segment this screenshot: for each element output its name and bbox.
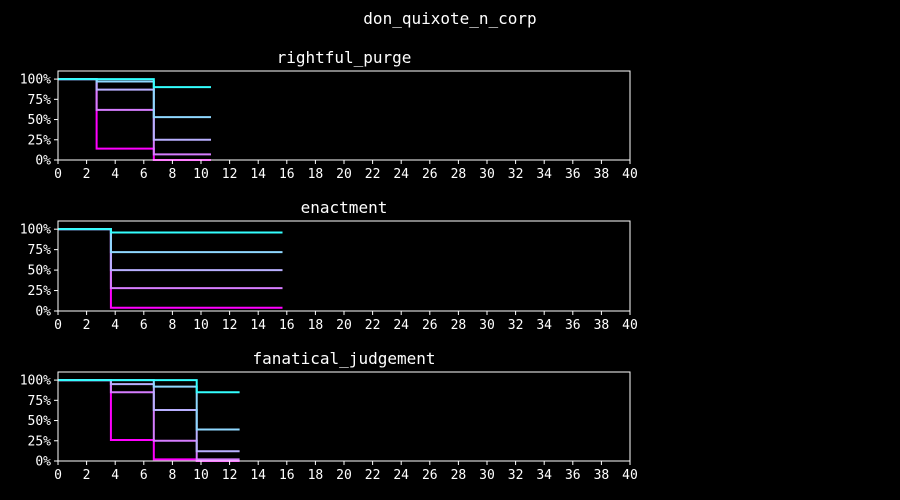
- x-tick-label: 30: [479, 167, 495, 182]
- x-tick-label: 18: [308, 318, 324, 333]
- x-tick-label: 24: [393, 167, 409, 182]
- x-tick-label: 24: [393, 318, 409, 333]
- x-tick-label: 20: [336, 167, 352, 182]
- x-tick-label: 14: [250, 468, 266, 483]
- x-tick-label: 20: [336, 318, 352, 333]
- series-line-5: [58, 379, 240, 394]
- x-tick-label: 18: [308, 167, 324, 182]
- x-tick-label: 22: [365, 167, 381, 182]
- x-tick-label: 12: [222, 318, 238, 333]
- x-tick-label: 40: [622, 318, 638, 333]
- x-tick-label: 4: [111, 167, 119, 182]
- y-tick-label: 0%: [35, 305, 51, 320]
- x-tick-label: 2: [83, 468, 91, 483]
- x-tick-label: 40: [622, 167, 638, 182]
- subplot-title: rightful_purge: [277, 48, 412, 67]
- x-tick-label: 6: [140, 318, 148, 333]
- y-tick-label: 75%: [28, 93, 52, 108]
- y-tick-label: 0%: [35, 455, 51, 470]
- y-tick-label: 25%: [28, 133, 52, 148]
- y-tick-label: 0%: [35, 154, 51, 169]
- x-tick-label: 4: [111, 318, 119, 333]
- x-tick-label: 28: [451, 468, 467, 483]
- x-tick-label: 16: [279, 167, 295, 182]
- y-tick-label: 100%: [20, 73, 51, 88]
- x-tick-label: 22: [365, 318, 381, 333]
- y-tick-label: 50%: [28, 414, 52, 429]
- x-tick-label: 40: [622, 468, 638, 483]
- x-tick-label: 34: [536, 468, 552, 483]
- y-tick-label: 50%: [28, 113, 52, 128]
- subplot-title: enactment: [301, 198, 388, 217]
- x-tick-label: 24: [393, 468, 409, 483]
- x-tick-label: 28: [451, 167, 467, 182]
- x-tick-label: 8: [168, 167, 176, 182]
- x-tick-label: 34: [536, 318, 552, 333]
- x-tick-label: 20: [336, 468, 352, 483]
- x-tick-label: 30: [479, 468, 495, 483]
- x-tick-label: 26: [422, 468, 438, 483]
- x-tick-label: 32: [508, 167, 524, 182]
- y-tick-label: 25%: [28, 284, 52, 299]
- series-line-5: [58, 78, 212, 89]
- x-tick-label: 14: [250, 318, 266, 333]
- x-tick-label: 22: [365, 468, 381, 483]
- x-tick-label: 12: [222, 167, 238, 182]
- x-tick-label: 34: [536, 167, 552, 182]
- figure-title: don_quixote_n_corp: [363, 9, 536, 28]
- x-tick-label: 18: [308, 468, 324, 483]
- x-tick-label: 36: [565, 318, 581, 333]
- x-tick-label: 38: [594, 318, 610, 333]
- y-tick-label: 25%: [28, 434, 52, 449]
- x-tick-label: 32: [508, 318, 524, 333]
- y-tick-label: 75%: [28, 394, 52, 409]
- x-tick-label: 2: [83, 318, 91, 333]
- series-line-5: [58, 228, 283, 234]
- x-tick-label: 8: [168, 468, 176, 483]
- x-tick-label: 0: [54, 468, 62, 483]
- x-tick-label: 2: [83, 167, 91, 182]
- x-tick-label: 10: [193, 318, 209, 333]
- x-tick-label: 38: [594, 468, 610, 483]
- x-tick-label: 36: [565, 468, 581, 483]
- x-tick-label: 6: [140, 468, 148, 483]
- x-tick-label: 16: [279, 318, 295, 333]
- x-tick-label: 28: [451, 318, 467, 333]
- y-tick-label: 100%: [20, 374, 51, 389]
- x-tick-label: 26: [422, 318, 438, 333]
- x-tick-label: 12: [222, 468, 238, 483]
- x-tick-label: 8: [168, 318, 176, 333]
- x-tick-label: 26: [422, 167, 438, 182]
- x-tick-label: 32: [508, 468, 524, 483]
- x-tick-label: 30: [479, 318, 495, 333]
- x-tick-label: 10: [193, 468, 209, 483]
- x-tick-label: 0: [54, 167, 62, 182]
- x-tick-label: 0: [54, 318, 62, 333]
- y-tick-label: 100%: [20, 223, 51, 238]
- subplot-title: fanatical_judgement: [252, 349, 435, 368]
- x-tick-label: 10: [193, 167, 209, 182]
- y-tick-label: 75%: [28, 243, 52, 258]
- x-tick-label: 36: [565, 167, 581, 182]
- x-tick-label: 6: [140, 167, 148, 182]
- x-tick-label: 16: [279, 468, 295, 483]
- x-tick-label: 14: [250, 167, 266, 182]
- x-tick-label: 38: [594, 167, 610, 182]
- y-tick-label: 50%: [28, 264, 52, 279]
- x-tick-label: 4: [111, 468, 119, 483]
